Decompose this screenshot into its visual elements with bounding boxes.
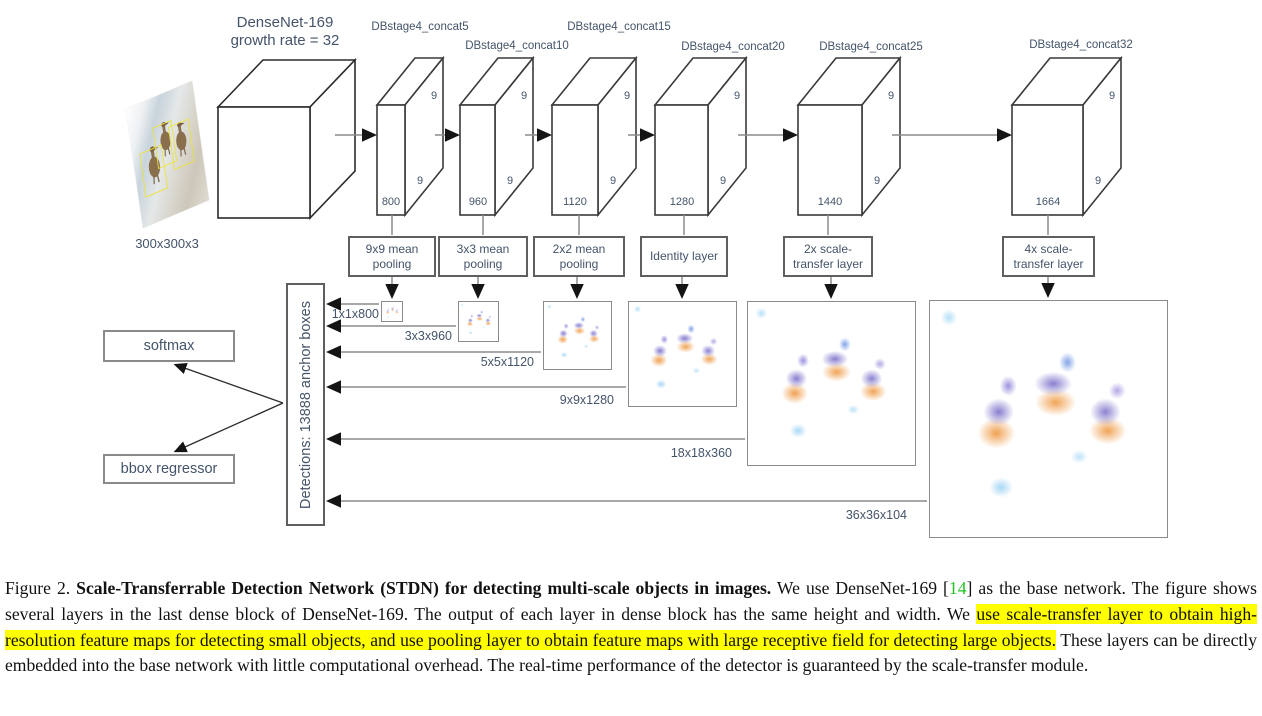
channels-concat32: 1664 [1035, 196, 1061, 208]
channels-concat5: 800 [381, 196, 401, 208]
dim-width-concat5: 9 [416, 175, 424, 187]
op-scale-transfer-4x: 4x scale-transfer layer [1002, 236, 1095, 277]
bird-silhouette [160, 121, 171, 157]
densenet-cube [216, 58, 357, 220]
dim-width-concat10: 9 [506, 175, 514, 187]
map-size-label-18x18x360: 18x18x360 [670, 446, 732, 460]
softmax-box: softmax [103, 330, 235, 362]
map-size-label-1x1x800: 1x1x800 [331, 307, 379, 321]
diagram-wires [173, 55, 1123, 508]
stage-label-concat32: DBstage4_concat32 [1029, 39, 1133, 51]
dim-height-concat25: 9 [887, 90, 895, 102]
input-image [120, 76, 220, 236]
channels-concat20: 1280 [669, 196, 695, 208]
dim-height-concat15: 9 [623, 90, 631, 102]
map-size-label-5x5x1120: 5x5x1120 [480, 355, 534, 369]
caption-text: We use DenseNet-169 [ [771, 578, 949, 598]
stage-label-concat10: DBstage4_concat10 [465, 40, 569, 52]
stage-label-concat15: DBstage4_concat15 [567, 21, 671, 33]
channels-concat10: 960 [468, 196, 488, 208]
dim-width-concat20: 9 [719, 175, 727, 187]
cuboid-concat20 [653, 55, 748, 218]
dim-height-concat10: 9 [520, 90, 528, 102]
dim-height-concat32: 9 [1108, 90, 1116, 102]
base-network-growth-rate: growth rate = 32 [230, 32, 340, 49]
stage-label-concat5: DBstage4_concat5 [371, 21, 469, 33]
op-identity-layer: Identity layer [640, 236, 728, 277]
bbox-regressor-box: bbox regressor [103, 454, 235, 484]
feature-map-5x5 [543, 301, 612, 370]
feature-map-18x18 [747, 301, 916, 466]
cuboid-concat10 [458, 55, 535, 218]
dim-height-concat20: 9 [733, 90, 741, 102]
cuboid-concat32 [1010, 55, 1123, 218]
bird-silhouette [176, 122, 187, 157]
feature-map-3x3 [458, 301, 499, 342]
dim-width-concat25: 9 [873, 175, 881, 187]
feature-map-36x36 [929, 300, 1168, 538]
dim-height-concat5: 9 [430, 90, 438, 102]
op-mean-pooling-9x9: 9x9 mean pooling [348, 236, 436, 277]
feature-map-9x9 [628, 301, 737, 407]
dim-width-concat32: 9 [1094, 175, 1102, 187]
base-network-title: DenseNet-169 growth rate = 32 [195, 14, 375, 50]
stage-label-concat25: DBstage4_concat25 [819, 41, 923, 53]
op-map-arrows [385, 277, 1055, 299]
feature-map-1x1 [381, 301, 403, 322]
channels-concat25: 1440 [817, 196, 843, 208]
map-size-label-36x36x104: 36x36x104 [845, 508, 907, 522]
cuboid-concat15 [550, 55, 638, 218]
cuboid-op-connectors [391, 215, 1049, 235]
detections-box: Detections: 13888 anchor boxes [286, 283, 325, 526]
caption-bold-title: Scale-Transferrable Detection Network (S… [76, 578, 772, 598]
cuboid-concat25 [796, 55, 902, 218]
input-size-label: 300x300x3 [135, 236, 199, 251]
figure-caption: Figure 2. Scale-Transferrable Detection … [5, 576, 1258, 679]
op-scale-transfer-2x: 2x scale-transfer layer [783, 236, 873, 277]
caption-text: These layers can be directly embedded in… [5, 629, 1257, 676]
op-mean-pooling-2x2: 2x2 mean pooling [533, 236, 625, 277]
caption-figure-number: Figure 2. [5, 578, 77, 598]
detections-label: Detections: 13888 anchor boxes [297, 300, 314, 509]
dim-width-concat15: 9 [609, 175, 617, 187]
map-size-label-9x9x1280: 9x9x1280 [559, 393, 614, 407]
map-detection-arrows [326, 297, 927, 508]
base-network-name: DenseNet-169 [236, 14, 334, 31]
channels-concat15: 1120 [563, 196, 587, 208]
architecture-diagram: 300x300x3 DenseNet-169 growth rate = 32 … [103, 14, 1168, 538]
head-fan-arrows [173, 362, 284, 453]
input-photo [126, 81, 210, 228]
cuboid-concat5 [375, 55, 445, 218]
op-mean-pooling-3x3: 3x3 mean pooling [438, 236, 528, 277]
caption-text: ] as the base network. The figure shows … [5, 578, 1257, 624]
caption-citation: 14 [948, 578, 967, 598]
stage-label-concat20: DBstage4_concat20 [681, 41, 785, 53]
map-size-label-3x3x960: 3x3x960 [404, 329, 452, 343]
bird-silhouette [148, 146, 161, 185]
